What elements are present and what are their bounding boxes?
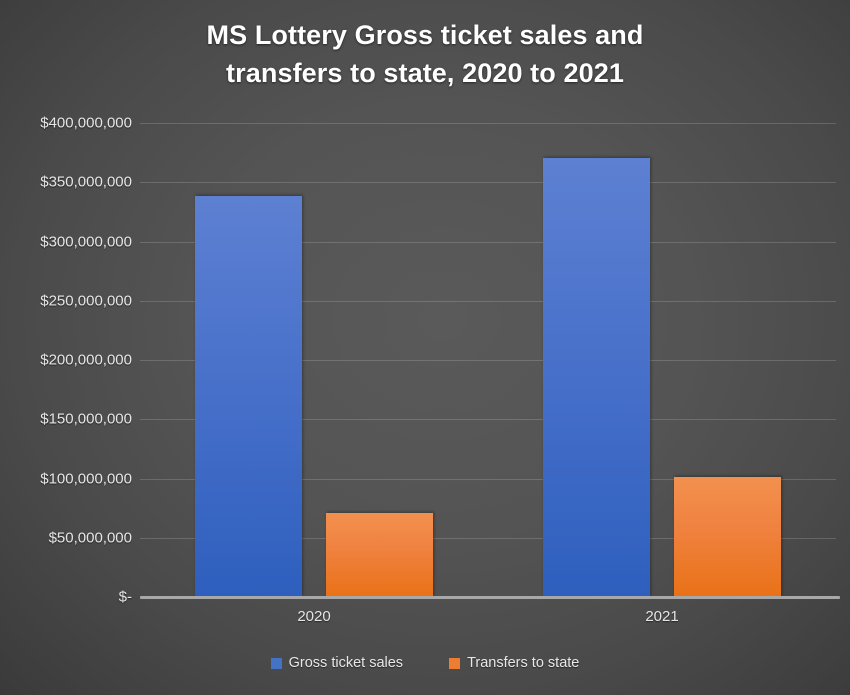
gridline	[140, 537, 836, 539]
y-axis-tick-label: $-	[118, 588, 132, 606]
legend-label: Gross ticket sales	[288, 655, 404, 671]
gridline	[140, 182, 836, 184]
legend-item-1[interactable]: Transfers to state	[449, 655, 579, 671]
gridline	[140, 123, 836, 124]
chart-title-line-2: transfers to state, 2020 to 2021	[226, 58, 624, 89]
y-axis-tick-label: $150,000,000	[40, 410, 132, 428]
y-axis: $400,000,000 $350,000,000 $300,000,000 $250…	[0, 0, 132, 695]
x-axis-tick-label-2021: 2021	[645, 608, 679, 625]
y-axis-tick-label: $300,000,000	[40, 233, 132, 250]
legend-swatch-icon	[270, 657, 282, 669]
bar-2021-series-1[interactable]	[674, 476, 781, 597]
gridline	[140, 478, 836, 480]
legend-item-0[interactable]: Gross ticket sales	[270, 655, 404, 671]
y-axis-tick-label: $350,000,000	[40, 173, 132, 191]
chart-title-line-1: MS Lottery Gross ticket sales and	[206, 20, 644, 50]
y-axis-tick-label: $50,000,000	[48, 529, 132, 547]
legend-swatch-icon	[449, 657, 461, 669]
bar-2020-series-1[interactable]	[326, 512, 433, 597]
chart-title: MS Lottery Gross ticket sales and transf…	[0, 16, 850, 93]
y-axis-tick-label: $400,000,000	[40, 114, 132, 132]
bar-2021-series-0[interactable]	[543, 157, 650, 597]
bar-2020-series-0[interactable]	[195, 196, 302, 597]
x-axis-tick-label-2020: 2020	[297, 608, 331, 625]
chart-legend: Gross ticket sales Transfers to state	[0, 655, 850, 671]
gridline	[140, 300, 836, 302]
gridline	[140, 360, 836, 361]
y-axis-tick-label: $200,000,000	[40, 351, 132, 369]
legend-label: Transfers to state	[467, 655, 580, 671]
plot-area	[140, 123, 836, 598]
y-axis-tick-label: $250,000,000	[40, 292, 132, 310]
gridline	[140, 241, 836, 243]
gridline	[140, 419, 836, 421]
y-axis-tick-label: $100,000,000	[40, 470, 132, 487]
x-axis-line	[140, 596, 840, 599]
